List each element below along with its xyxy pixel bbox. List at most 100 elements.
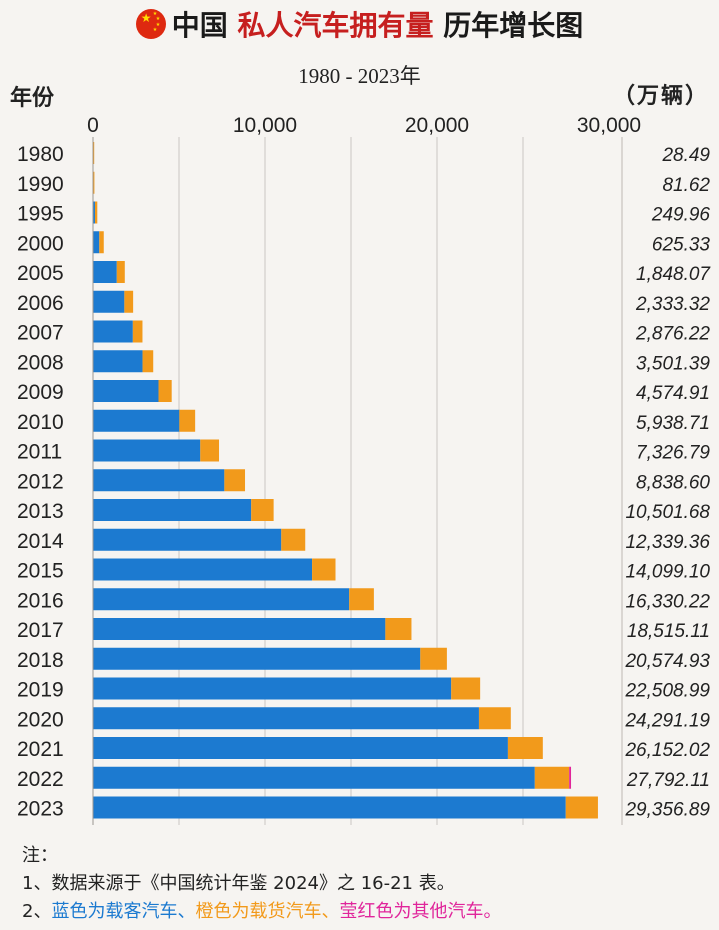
- total-value-label: 81.62: [662, 175, 710, 196]
- chart-subtitle: 1980 - 2023年: [298, 64, 421, 88]
- bar-segment-passenger: [93, 737, 508, 759]
- notes-heading: 注：: [22, 845, 58, 866]
- year-label: 1980: [17, 143, 64, 166]
- legend-truck: 橙色为载货汽车、: [195, 901, 340, 922]
- bar-segment-passenger: [93, 499, 252, 521]
- bar-segment-truck: [478, 707, 511, 730]
- year-label: 2016: [17, 589, 64, 612]
- total-value-label: 8,838.60: [636, 472, 710, 493]
- year-label: 2022: [17, 768, 64, 791]
- year-label: 2008: [17, 351, 64, 374]
- total-value-label: 29,356.89: [624, 800, 710, 821]
- bar-segment-passenger: [93, 261, 117, 283]
- year-label: 2023: [17, 798, 64, 821]
- y-axis-label: 年份: [10, 86, 55, 111]
- total-value-label: 20,574.93: [624, 651, 710, 672]
- title-part-chart: 历年增长图: [443, 9, 584, 42]
- year-label: 2012: [17, 470, 64, 493]
- x-tick-label: 0: [87, 114, 99, 137]
- note-legend-prefix: 2、: [22, 901, 52, 922]
- year-label: 2006: [17, 292, 64, 315]
- bar-segment-passenger: [93, 350, 143, 373]
- year-label: 2000: [17, 232, 64, 255]
- bar-segment-truck: [124, 290, 134, 313]
- bar-segment-passenger: [93, 409, 180, 432]
- year-label: 2018: [17, 649, 64, 672]
- total-value-label: 1,848.07: [636, 264, 711, 285]
- bar-segment-truck: [132, 320, 143, 343]
- title-row: ★ ★ ★ ★ ★ 中国 私人汽车拥有量 历年增长图: [0, 4, 719, 44]
- unit-label: （万辆）: [612, 84, 709, 109]
- bar-segment-truck: [200, 439, 220, 462]
- year-label: 2011: [17, 441, 62, 464]
- x-tick-label: 10,000: [233, 114, 297, 137]
- bar-segment-passenger: [93, 796, 566, 819]
- total-value-label: 14,099.10: [625, 562, 710, 583]
- bar-segment-passenger: [93, 618, 386, 640]
- year-label: 2015: [17, 560, 64, 583]
- bar-segment-truck: [93, 142, 95, 164]
- bar-segment-truck: [99, 231, 104, 254]
- title-part-country: 中国: [171, 9, 228, 42]
- total-value-label: 10,501.68: [625, 502, 710, 523]
- total-value-label: 24,291.19: [624, 710, 710, 731]
- title-part-subject: 私人汽车拥有量: [237, 9, 434, 42]
- total-value-label: 28.49: [661, 145, 710, 166]
- bar-segment-truck: [142, 350, 154, 373]
- bar-segment-truck: [312, 558, 336, 581]
- year-label: 2007: [17, 322, 64, 345]
- bar-segment-truck: [93, 171, 95, 194]
- bar-segment-passenger: [93, 766, 535, 789]
- year-label: 2014: [17, 530, 64, 553]
- bar-segment-passenger: [93, 469, 225, 492]
- bar-segment-passenger: [93, 320, 133, 343]
- total-value-label: 4,574.91: [636, 383, 710, 404]
- note-source: 1、数据来源于《中国统计年鉴 2024》之 16-21 表。: [22, 873, 455, 894]
- china-flag-icon: ★ ★ ★ ★ ★: [135, 9, 166, 39]
- bar-segment-truck: [534, 766, 570, 789]
- total-value-label: 16,330.22: [625, 591, 710, 612]
- year-label: 2009: [17, 381, 64, 404]
- bar-segment-passenger: [93, 231, 100, 254]
- year-label: 2020: [17, 708, 64, 731]
- bar-segment-truck: [565, 796, 598, 819]
- bar-segment-passenger: [93, 290, 125, 313]
- bar-segment-truck: [179, 409, 196, 432]
- bar-segment-truck: [116, 261, 125, 283]
- bar-segment-truck: [349, 588, 374, 611]
- total-value-label: 7,326.79: [636, 443, 710, 464]
- year-label: 2013: [17, 500, 64, 523]
- x-tick-label: 30,000: [577, 114, 641, 137]
- year-label: 1990: [17, 173, 64, 196]
- bar-segment-truck: [224, 469, 246, 492]
- total-value-label: 2,876.22: [635, 324, 710, 345]
- year-label: 2010: [17, 411, 64, 434]
- total-value-label: 5,938.71: [636, 413, 710, 434]
- year-label: 2005: [17, 262, 64, 285]
- note-legend: 2、蓝色为载客汽车、橙色为载货汽车、莹红色为其他汽车。: [22, 898, 501, 926]
- notes: 注： 1、数据来源于《中国统计年鉴 2024》之 16-21 表。 2、蓝色为载…: [22, 842, 501, 926]
- bar-segment-passenger: [93, 647, 421, 670]
- bar-segment-other: [569, 766, 572, 789]
- total-value-label: 12,339.36: [625, 532, 710, 553]
- bar-segment-truck: [281, 528, 306, 551]
- year-label: 1995: [17, 203, 64, 226]
- total-value-label: 249.96: [651, 205, 711, 226]
- total-value-label: 3,501.39: [636, 353, 710, 374]
- bar-segment-passenger: [93, 707, 479, 730]
- year-label: 2021: [17, 738, 64, 761]
- bar-segment-truck: [507, 737, 543, 759]
- year-label: 2017: [17, 619, 64, 642]
- total-value-label: 625.33: [652, 234, 711, 255]
- bar-segment-truck: [420, 647, 447, 670]
- legend-other: 莹红色为其他汽车。: [339, 901, 502, 922]
- x-tick-label: 20,000: [405, 114, 469, 137]
- bar-segment-truck: [94, 201, 98, 224]
- bar-segment-truck: [385, 618, 412, 640]
- bar-chart: 0 10,000 20,000 30,000 1980 28.49 1990 81.62 199…: [17, 114, 711, 825]
- total-value-label: 18,515.11: [627, 621, 710, 642]
- total-value-label: 26,152.02: [624, 740, 710, 761]
- bar-segment-truck: [251, 499, 274, 521]
- bar-segment-passenger: [93, 677, 452, 700]
- bar-segment-truck: [158, 380, 172, 402]
